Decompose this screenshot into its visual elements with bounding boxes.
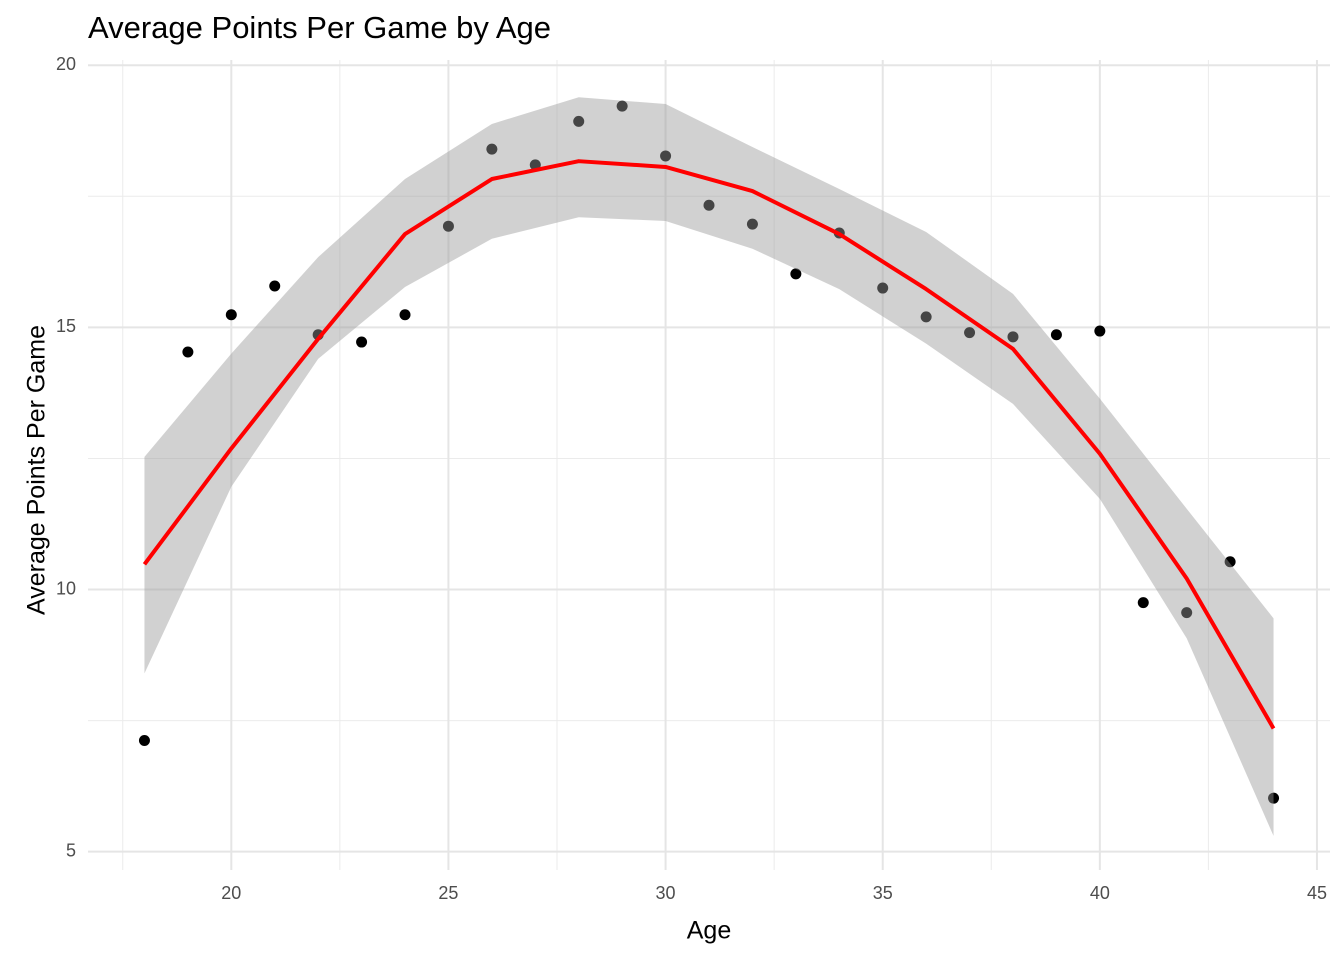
data-point [964,327,976,339]
data-point [442,220,454,232]
confidence-band [144,97,1274,836]
data-point [573,115,585,127]
data-point [1007,331,1019,343]
data-point [1137,597,1149,609]
y-tick-label: 5 [66,840,76,860]
x-tick-label: 35 [873,883,893,903]
y-tick-label: 20 [56,54,76,74]
data-point [225,309,237,321]
data-point [703,199,715,211]
plot-area [138,97,1280,836]
x-tick-label: 45 [1307,883,1327,903]
data-point [356,336,368,348]
data-point [1094,325,1106,337]
data-point [486,143,498,155]
data-point [138,735,150,747]
y-tick-label: 15 [56,316,76,336]
y-axis-title: Average Points Per Game [23,325,51,615]
x-tick-label: 30 [656,883,676,903]
x-axis-title: Age [687,917,731,945]
smooth-line [142,159,1276,730]
y-tick-label: 10 [56,578,76,598]
data-point [1181,607,1193,619]
data-point [790,268,802,280]
data-point [1050,329,1062,341]
data-point [616,100,628,112]
data-point [746,218,758,230]
data-point [660,150,672,162]
x-tick-label: 20 [221,883,241,903]
x-tick-label: 25 [438,883,458,903]
data-point [399,309,411,321]
data-point [182,346,194,358]
data-point [877,282,889,294]
chart-title: Average Points Per Game by Age [88,10,551,45]
x-tick-label: 40 [1090,883,1110,903]
data-point [1224,556,1236,568]
grid: 20 25 30 35 40 45 5 10 15 20 [56,54,1330,903]
data-point [920,311,932,323]
data-point [269,280,281,292]
data-point [1268,792,1280,804]
